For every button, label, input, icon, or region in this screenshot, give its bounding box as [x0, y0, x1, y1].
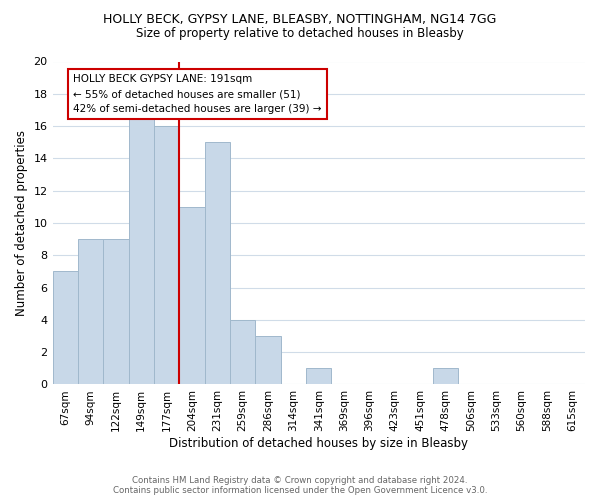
- Text: HOLLY BECK GYPSY LANE: 191sqm
← 55% of detached houses are smaller (51)
42% of s: HOLLY BECK GYPSY LANE: 191sqm ← 55% of d…: [73, 74, 322, 114]
- Bar: [53, 272, 78, 384]
- Text: Size of property relative to detached houses in Bleasby: Size of property relative to detached ho…: [136, 28, 464, 40]
- Bar: [78, 239, 103, 384]
- Bar: [306, 368, 331, 384]
- Text: Contains HM Land Registry data © Crown copyright and database right 2024.
Contai: Contains HM Land Registry data © Crown c…: [113, 476, 487, 495]
- Bar: [256, 336, 281, 384]
- Bar: [154, 126, 179, 384]
- Bar: [433, 368, 458, 384]
- Bar: [230, 320, 256, 384]
- Bar: [128, 110, 154, 384]
- X-axis label: Distribution of detached houses by size in Bleasby: Distribution of detached houses by size …: [169, 437, 468, 450]
- Text: HOLLY BECK, GYPSY LANE, BLEASBY, NOTTINGHAM, NG14 7GG: HOLLY BECK, GYPSY LANE, BLEASBY, NOTTING…: [103, 12, 497, 26]
- Bar: [103, 239, 128, 384]
- Bar: [179, 207, 205, 384]
- Bar: [205, 142, 230, 384]
- Y-axis label: Number of detached properties: Number of detached properties: [15, 130, 28, 316]
